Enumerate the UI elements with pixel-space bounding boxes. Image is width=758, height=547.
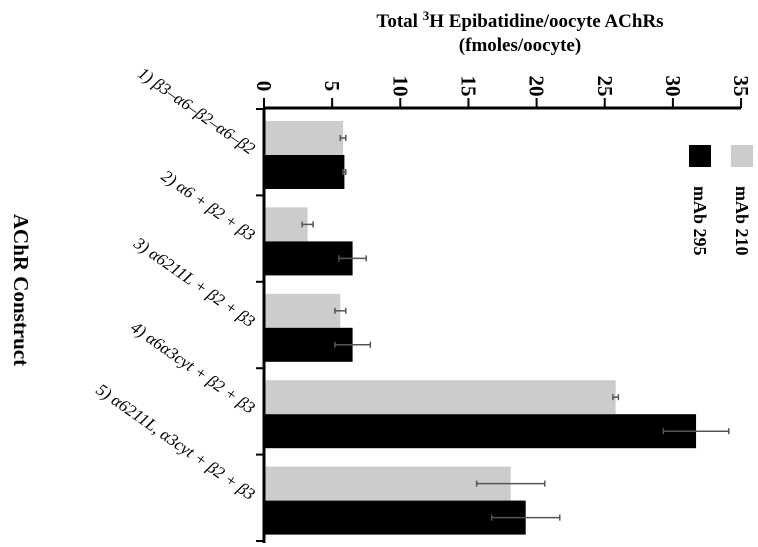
error-bar — [301, 221, 314, 228]
category-label: 2) α6 + β2 + β3 — [158, 166, 259, 244]
chart-title: Total 3H Epibatidine/oocyte AChRs (fmole… — [376, 8, 663, 56]
legend: mAb 210 mAb 295 — [689, 145, 753, 256]
bar-mab-210 — [264, 380, 616, 415]
error-bar — [662, 428, 730, 435]
legend-swatch-mab-210 — [731, 145, 753, 167]
chart-title-line1: Total 3H Epibatidine/oocyte AChRs — [376, 8, 663, 32]
y-axis-title: AChR Construct — [9, 214, 33, 366]
bar-mab-210 — [264, 466, 511, 501]
error-bars — [301, 135, 730, 521]
bar-mab-210 — [264, 207, 308, 242]
x-tick-label: 25 — [593, 76, 617, 97]
category-label: 3) α6211L + β2 + β3 — [130, 233, 259, 331]
bar-mab-295 — [264, 241, 353, 276]
legend-swatch-mab-295 — [689, 145, 711, 167]
bar-mab-295 — [264, 414, 697, 449]
error-bar — [338, 255, 367, 262]
legend-label-mab-210: mAb 210 — [732, 186, 752, 256]
axes — [256, 106, 742, 543]
bars — [264, 121, 697, 535]
bar-mab-210 — [264, 121, 344, 155]
category-label: 4) α6α3cyt + β2 + β3 — [127, 318, 258, 418]
category-labels: 1) β3–α6–β2–α6–β2 2) α6 + β2 + β33) α6211… — [93, 63, 259, 503]
x-tick-label: 0 — [252, 81, 276, 92]
x-tick-label: 15 — [456, 76, 480, 97]
category-label: 1) β3–α6–β2–α6–β2 — [135, 63, 259, 158]
x-tick-label: 35 — [729, 76, 753, 97]
bar-mab-210 — [264, 293, 341, 328]
error-bar — [334, 341, 372, 348]
x-axis-ticks: 0 5 10 15 20 25 30 35 — [252, 76, 753, 108]
x-tick-label: 5 — [320, 81, 344, 92]
x-tick-label: 30 — [661, 76, 685, 97]
x-tick-label: 20 — [525, 76, 549, 97]
bar-mab-295 — [264, 500, 526, 535]
bar-mab-295 — [264, 155, 345, 189]
chart-title-line2: (fmoles/oocyte) — [459, 35, 581, 56]
error-bar — [490, 514, 561, 521]
error-bar — [339, 135, 347, 141]
error-bar — [612, 394, 620, 401]
x-tick-label: 10 — [388, 76, 412, 97]
legend-label-mab-295: mAb 295 — [690, 186, 710, 256]
error-bar — [334, 307, 347, 314]
error-bar — [342, 169, 347, 175]
error-bar — [475, 480, 546, 487]
